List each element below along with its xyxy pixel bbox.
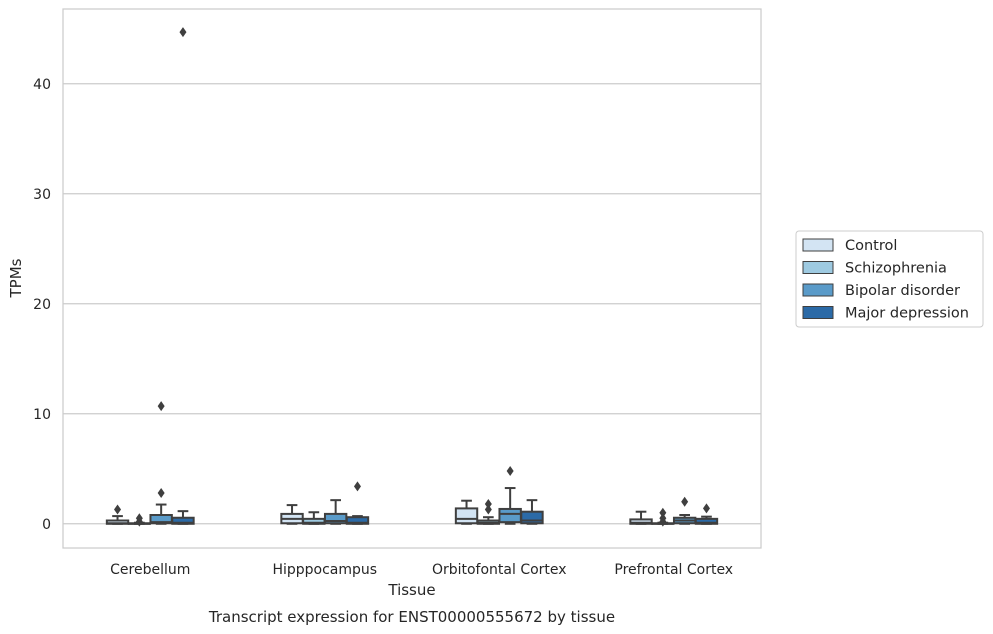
legend-label: Control: [845, 238, 897, 254]
legend-swatch: [802, 238, 834, 252]
box-3-3: [694, 503, 719, 525]
box: [498, 507, 522, 524]
outlier-point: [659, 507, 667, 518]
box-1-3: [345, 481, 370, 525]
box-0-0: [105, 504, 130, 525]
box: [171, 516, 195, 525]
legend-swatch: [802, 283, 834, 297]
outlier-point: [353, 481, 361, 492]
box: [345, 516, 370, 525]
legend-frame: [795, 230, 984, 328]
outlier-point: [157, 488, 165, 498]
legend-swatch: [802, 306, 834, 319]
box: [694, 517, 719, 525]
outlier-point: [114, 504, 122, 515]
legend-label: Bipolar disorder: [845, 283, 960, 299]
y-tick-label: 10: [33, 407, 51, 423]
y-tick-label: 0: [42, 517, 51, 533]
box: [520, 510, 544, 525]
y-tick-labels: 0 10 20 30 40: [33, 77, 51, 533]
x-tick-label: Prefrontal Cortex: [614, 562, 733, 578]
x-tick-label: Cerebellum: [110, 562, 190, 578]
plot-marks: [105, 27, 719, 527]
box-2-2: [498, 466, 522, 525]
x-tick-label: Hipppocampus: [272, 562, 377, 578]
outlier-point: [157, 401, 165, 412]
box-2-0: [454, 499, 479, 525]
outlier-point: [702, 503, 710, 514]
box-2-1: [476, 499, 501, 525]
x-axis-label: Tissue: [387, 581, 435, 599]
y-tick-label: 20: [33, 297, 51, 313]
box: [454, 507, 479, 525]
box-0-2: [149, 401, 173, 525]
outlier-point: [484, 504, 492, 515]
chart-caption: Transcript expression for ENST0000055567…: [208, 608, 615, 626]
outlier-point: [506, 466, 514, 476]
box-0-3: [171, 27, 195, 525]
outlier-point: [484, 499, 492, 509]
legend-label: Schizophrenia: [845, 261, 947, 277]
legend: Control Schizophrenia Bipolar disorder Majo…: [795, 230, 984, 328]
outlier-point: [681, 496, 689, 507]
y-tick-label: 30: [33, 187, 51, 203]
box-1-1: [302, 511, 326, 525]
y-tick-label: 40: [33, 77, 51, 93]
x-tick-label: Orbitofontal Cortex: [432, 562, 567, 578]
legend-swatch: [802, 261, 834, 274]
box-2-3: [520, 499, 544, 525]
outlier-point: [135, 513, 143, 524]
box-3-0: [629, 510, 653, 525]
box-3-2: [672, 496, 697, 525]
x-tick-labels: Cerebellum Hipppocampus Orbitofontal Corte…: [110, 562, 733, 578]
y-axis-label: TPMs: [7, 258, 25, 298]
box: [629, 518, 653, 525]
plot-frame: [62, 8, 762, 549]
outlier-point: [179, 27, 187, 38]
outlier-point: [659, 513, 667, 524]
legend-label: Major depression: [845, 306, 969, 322]
